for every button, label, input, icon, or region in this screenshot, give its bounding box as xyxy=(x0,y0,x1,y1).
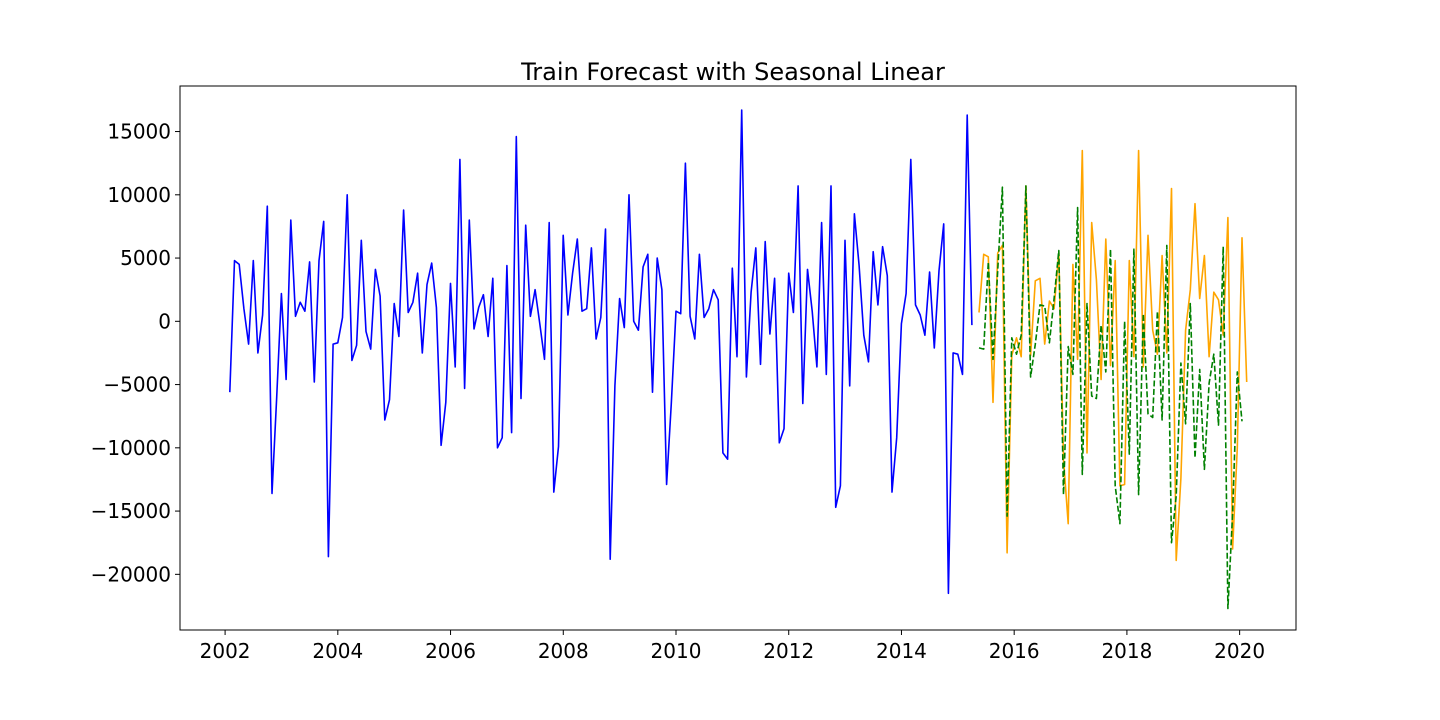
y-tick-label: −10000 xyxy=(91,436,171,460)
x-tick-label: 2002 xyxy=(200,639,251,663)
x-tick-label: 2008 xyxy=(538,639,589,663)
x-tick-label: 2018 xyxy=(1101,639,1152,663)
y-tick-label: −15000 xyxy=(91,499,171,523)
x-tick-label: 2012 xyxy=(763,639,814,663)
series-layer xyxy=(229,109,1248,610)
chart-title: Train Forecast with Seasonal Linear xyxy=(520,58,945,86)
x-tick-label: 2004 xyxy=(312,639,363,663)
plot-frame xyxy=(179,85,1297,631)
y-tick-label: −20000 xyxy=(91,562,171,586)
y-tick-label: 5000 xyxy=(120,246,171,270)
y-tick-label: 10000 xyxy=(107,183,171,207)
x-tick-label: 2006 xyxy=(425,639,476,663)
y-axis: 15000 10000 5000 0 −5000 −10000 −15000 −20000 xyxy=(91,120,180,586)
x-tick-label: 2014 xyxy=(876,639,927,663)
x-axis: 2002 2004 2006 2008 2010 2012 2014 2016 2018 2020 xyxy=(200,630,1265,663)
y-tick-label: 0 xyxy=(158,309,171,333)
x-tick-label: 2016 xyxy=(989,639,1040,663)
x-tick-label: 2010 xyxy=(651,639,702,663)
x-tick-label: 2020 xyxy=(1214,639,1265,663)
series-line-3 xyxy=(978,185,1243,610)
y-tick-label: 15000 xyxy=(107,120,171,144)
series-line-1 xyxy=(229,109,973,595)
y-tick-label: −5000 xyxy=(103,373,171,397)
